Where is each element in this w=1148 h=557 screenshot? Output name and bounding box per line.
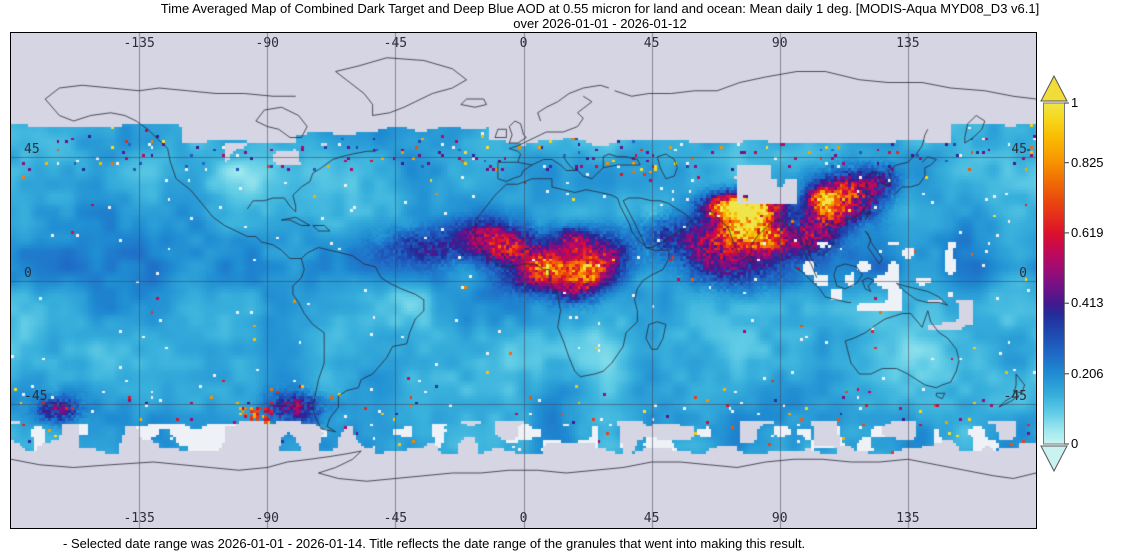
map-canvas [11, 33, 1036, 528]
colorbar-tick-label: 1 [1071, 95, 1079, 110]
figure-title: Time Averaged Map of Combined Dark Targe… [52, 1, 1148, 31]
map-frame: -135 -135 -90 -90 -45 -45 0 0 45 45 90 90 135 135 45 45… [10, 32, 1037, 529]
colorbar-over-arrow [1040, 74, 1068, 102]
colorbar-gradient [1043, 102, 1065, 445]
colorbar-tick-label: 0.206 [1071, 365, 1104, 381]
colorbar [1040, 74, 1069, 473]
title-line1: Time Averaged Map of Combined Dark Targe… [160, 1, 1040, 16]
colorbar-tick-label: 0.825 [1071, 154, 1104, 170]
colorbar-tick-label: 0 [1071, 436, 1079, 451]
colorbar-tick-label: 0.619 [1071, 224, 1104, 240]
footnote: - Selected date range was 2026-01-01 - 2… [63, 536, 806, 551]
colorbar-tick-label: 0.413 [1071, 295, 1104, 311]
colorbar-under-arrow [1040, 445, 1068, 473]
title-line2: over 2026-01-01 - 2026-01-12 [513, 16, 687, 31]
